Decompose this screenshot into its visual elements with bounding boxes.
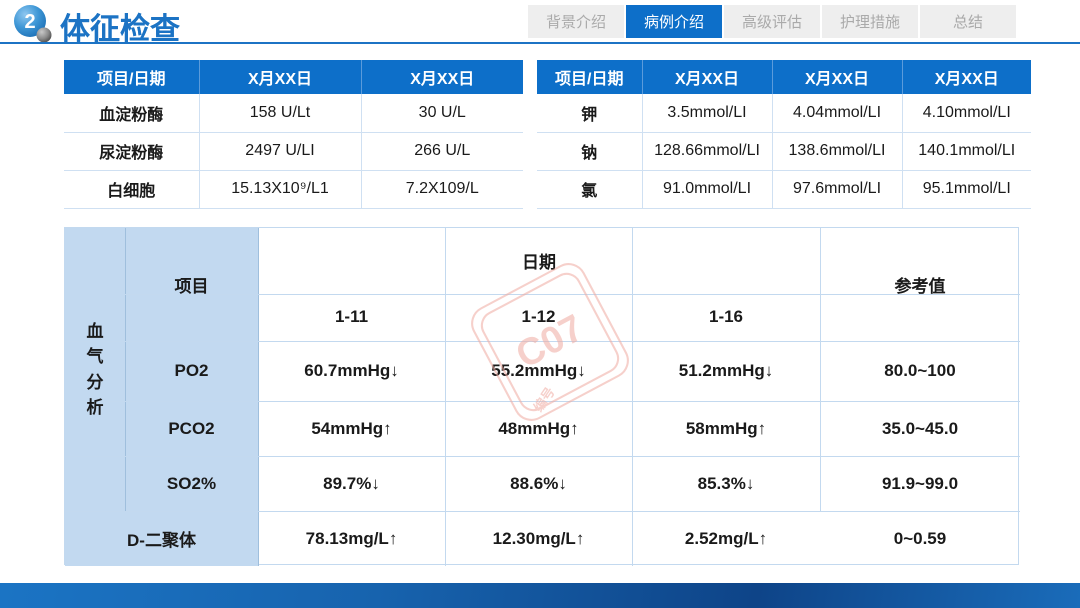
svg-text:C07: C07 xyxy=(509,307,590,377)
svg-text:2: 2 xyxy=(24,11,35,33)
